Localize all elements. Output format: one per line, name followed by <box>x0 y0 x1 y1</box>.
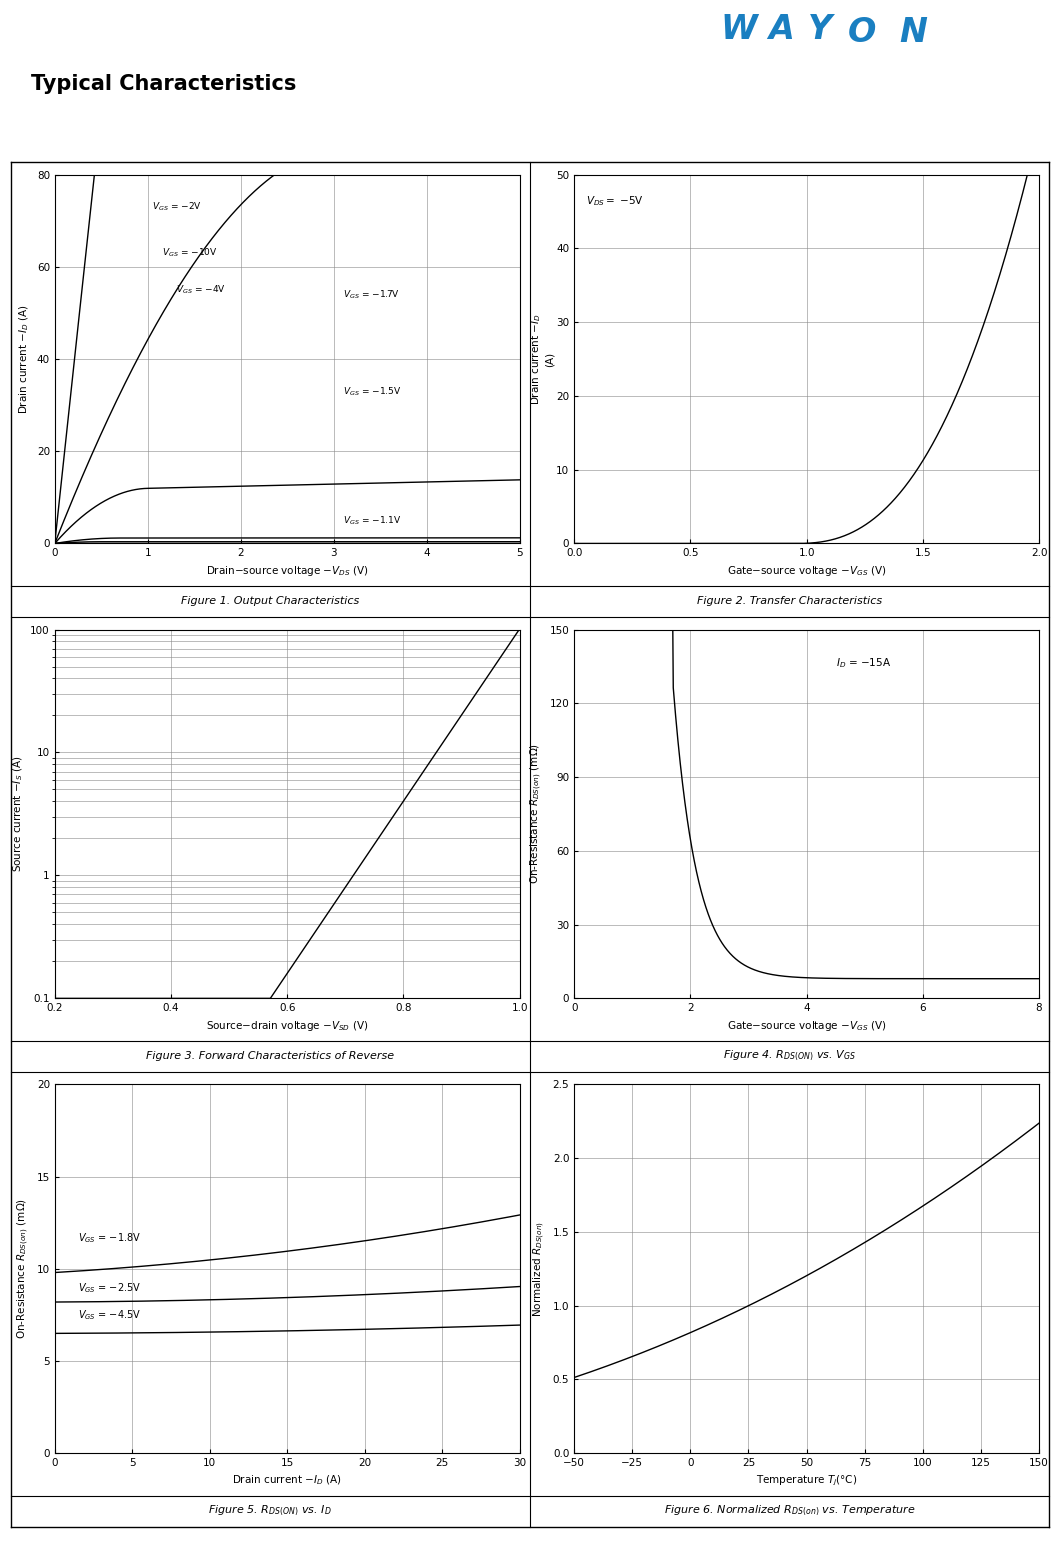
Text: $V_{GS}$ = $-$10V: $V_{GS}$ = $-$10V <box>162 247 217 259</box>
Text: W: W <box>721 12 758 46</box>
Y-axis label: Drain current $-I_D$ (A): Drain current $-I_D$ (A) <box>18 304 31 413</box>
Text: $V_{GS}$ = $-$1.1V: $V_{GS}$ = $-$1.1V <box>343 513 402 527</box>
Y-axis label: On-Resistance $R_{DS(on)}$ (m$\Omega$): On-Resistance $R_{DS(on)}$ (m$\Omega$) <box>529 743 544 885</box>
Text: A: A <box>768 12 794 46</box>
X-axis label: Temperature $T_j$(°C): Temperature $T_j$(°C) <box>756 1474 858 1488</box>
Y-axis label: Normalized $R_{DS(on)}$: Normalized $R_{DS(on)}$ <box>532 1221 547 1317</box>
Text: $V_{GS}$ = $-$1.5V: $V_{GS}$ = $-$1.5V <box>343 386 402 398</box>
Text: O: O <box>848 15 877 49</box>
X-axis label: Drain$-$source voltage $-V_{DS}$ (V): Drain$-$source voltage $-V_{DS}$ (V) <box>206 564 369 578</box>
X-axis label: Gate$-$source voltage $-V_{GS}$ (V): Gate$-$source voltage $-V_{GS}$ (V) <box>727 1019 886 1033</box>
Text: $V_{GS}$ = $-$2.5V: $V_{GS}$ = $-$2.5V <box>78 1281 141 1295</box>
Text: Y: Y <box>808 12 832 46</box>
Text: $V_{GS}$ = $-$1.7V: $V_{GS}$ = $-$1.7V <box>343 288 400 301</box>
Text: Figure 3. Forward Characteristics of Reverse: Figure 3. Forward Characteristics of Rev… <box>146 1052 394 1061</box>
Text: Figure 6. Normalized R$_{DS(on)}$ vs. Temperature: Figure 6. Normalized R$_{DS(on)}$ vs. Te… <box>664 1503 916 1519</box>
Text: $V_{GS}$ = $-$4V: $V_{GS}$ = $-$4V <box>176 284 226 296</box>
Text: WMQ55P02T1: WMQ55P02T1 <box>19 25 110 40</box>
X-axis label: Drain current $-I_D$ (A): Drain current $-I_D$ (A) <box>232 1474 342 1488</box>
Text: Figure 2. Transfer Characteristics: Figure 2. Transfer Characteristics <box>697 597 882 606</box>
Text: N: N <box>899 15 926 49</box>
Text: Figure 1. Output Characteristics: Figure 1. Output Characteristics <box>181 597 359 606</box>
Text: Figure 4. R$_{DS(ON)}$ vs. V$_{GS}$: Figure 4. R$_{DS(ON)}$ vs. V$_{GS}$ <box>723 1049 856 1064</box>
Y-axis label: On-Resistance $R_{DS(on)}$ (m$\Omega$): On-Resistance $R_{DS(on)}$ (m$\Omega$) <box>16 1198 31 1340</box>
Text: $V_{DS}$$=$ $-$5V: $V_{DS}$$=$ $-$5V <box>586 194 643 208</box>
X-axis label: Source$-$drain voltage $-V_{SD}$ (V): Source$-$drain voltage $-V_{SD}$ (V) <box>206 1019 369 1033</box>
Y-axis label: Source current $-I_S$ (A): Source current $-I_S$ (A) <box>11 756 24 873</box>
Text: $V_{GS}$ = $-$2V: $V_{GS}$ = $-$2V <box>153 200 202 213</box>
Text: $V_{GS}$ = $-$4.5V: $V_{GS}$ = $-$4.5V <box>78 1309 141 1323</box>
Text: Typical Characteristics: Typical Characteristics <box>32 74 297 94</box>
Text: $V_{GS}$ = $-$1.8V: $V_{GS}$ = $-$1.8V <box>78 1231 141 1244</box>
Text: $I_D$ = $-$15A: $I_D$ = $-$15A <box>835 657 890 671</box>
Y-axis label: Drain current $-I_D$
(A): Drain current $-I_D$ (A) <box>529 313 554 406</box>
Text: Figure 5. R$_{DS(ON)}$ vs. I$_D$: Figure 5. R$_{DS(ON)}$ vs. I$_D$ <box>209 1503 332 1519</box>
X-axis label: Gate$-$source voltage $-V_{GS}$ (V): Gate$-$source voltage $-V_{GS}$ (V) <box>727 564 886 578</box>
